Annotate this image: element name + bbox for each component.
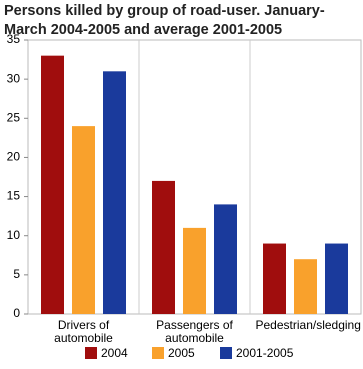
y-tick-label: 10 bbox=[7, 228, 21, 242]
legend-label: 2005 bbox=[168, 346, 195, 360]
chart-title: Persons killed by group of road-user. Ja… bbox=[4, 3, 325, 38]
y-tick-label: 25 bbox=[7, 110, 21, 124]
bar bbox=[152, 180, 175, 314]
y-tick-label: 35 bbox=[7, 32, 21, 46]
bar bbox=[72, 126, 95, 314]
x-tick-label: Passengers of automobile bbox=[156, 318, 233, 345]
bar bbox=[325, 243, 348, 314]
y-tick-label: 30 bbox=[7, 71, 21, 85]
legend-label: 2004 bbox=[101, 346, 128, 360]
bar bbox=[294, 259, 317, 314]
legend-swatch bbox=[85, 347, 97, 359]
y-tick-label: 5 bbox=[13, 267, 20, 281]
bar bbox=[103, 71, 126, 314]
legend-label: 2001-2005 bbox=[236, 346, 294, 360]
y-tick-label: 20 bbox=[7, 150, 21, 164]
legend-swatch bbox=[152, 347, 164, 359]
y-tick-label: 15 bbox=[7, 189, 21, 203]
x-tick-label: Drivers of automobile bbox=[54, 318, 113, 345]
bar bbox=[263, 243, 286, 314]
bar bbox=[214, 204, 237, 314]
legend-swatch bbox=[220, 347, 232, 359]
x-tick-label: Pedestrian/sledging bbox=[255, 318, 361, 332]
bar bbox=[183, 227, 206, 314]
bar bbox=[41, 55, 64, 315]
y-tick-label: 0 bbox=[13, 306, 20, 320]
